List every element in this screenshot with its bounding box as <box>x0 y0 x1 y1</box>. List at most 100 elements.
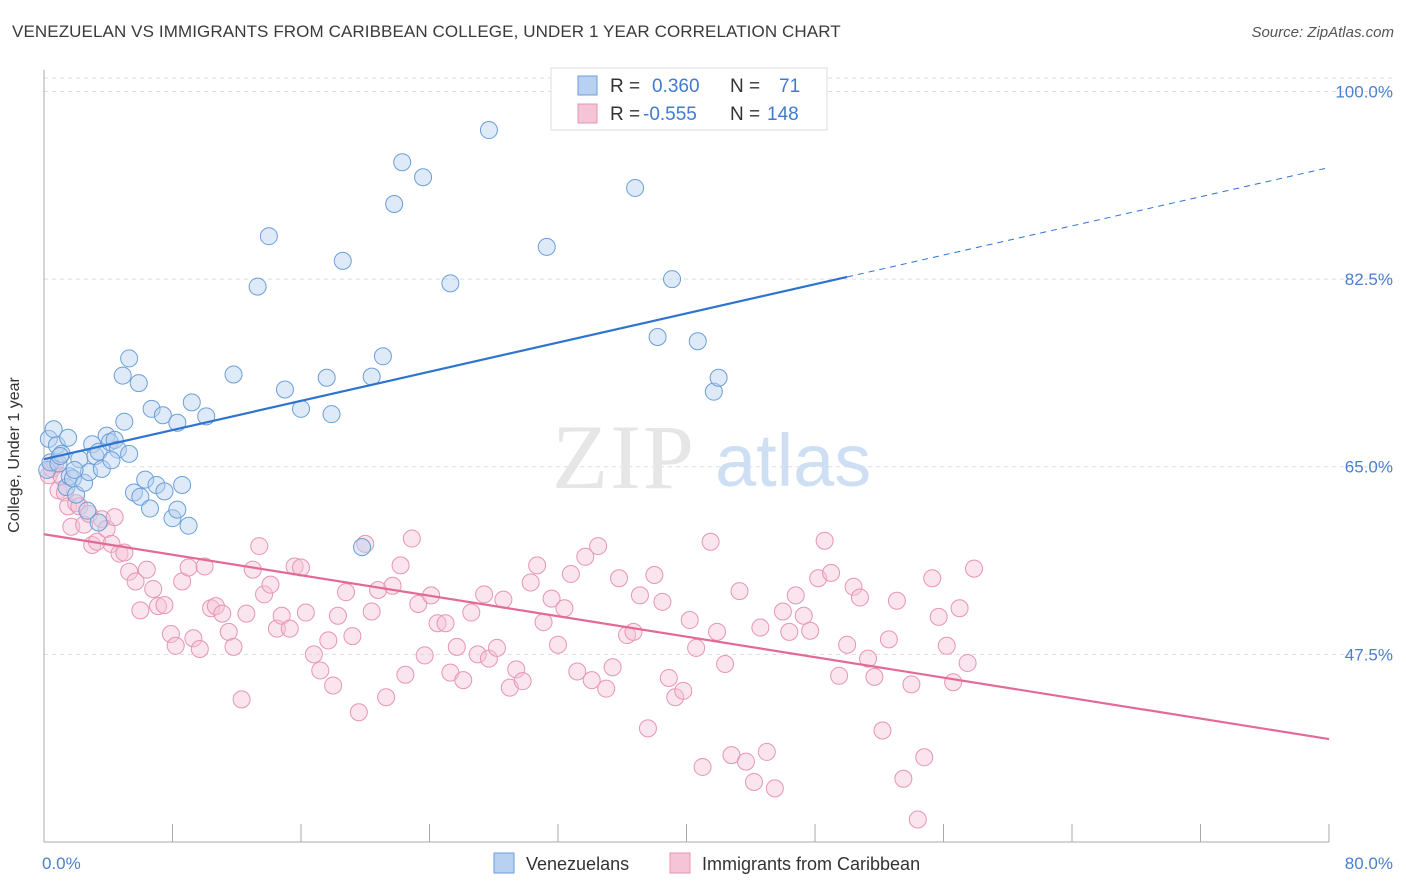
caribbean-point <box>908 810 927 829</box>
venezuelan-point <box>179 516 198 535</box>
caribbean-point <box>687 638 706 657</box>
caribbean-point <box>873 721 892 740</box>
trendlines <box>43 167 1330 741</box>
caribbean-point <box>701 532 720 551</box>
axes <box>43 70 1330 843</box>
venezuelan-point <box>141 499 160 518</box>
caribbean-point <box>396 665 415 684</box>
caribbean-point <box>475 585 494 604</box>
caribbean-point <box>336 583 355 602</box>
venezuelan-point <box>89 513 108 532</box>
caribbean-point <box>319 631 338 650</box>
caribbean-point <box>402 529 421 548</box>
caribbean-point <box>161 624 180 643</box>
x-tick-labels: 0.0% 80.0% <box>42 854 1393 873</box>
caribbean-point <box>243 560 262 579</box>
caribbean-point <box>149 597 168 616</box>
venezuelan-point <box>153 406 172 425</box>
caribbean-point <box>555 599 574 618</box>
venezuelan-point <box>113 366 132 385</box>
caribbean-point <box>447 637 466 656</box>
watermark-zip: ZIP <box>552 406 696 508</box>
caribbean-point <box>224 637 243 656</box>
venezuelan-point <box>182 393 201 412</box>
caribbean-point <box>356 534 375 553</box>
caribbean-point <box>232 690 251 709</box>
venezuelan-point <box>75 473 94 492</box>
caribbean-point <box>328 606 347 625</box>
caribbean-point <box>296 603 315 622</box>
venezuelan-point <box>537 237 556 256</box>
caribbean-point <box>780 622 799 641</box>
venezuelan-point <box>373 347 392 366</box>
caribbean-point <box>513 672 532 691</box>
y-tick-label: 65.0% <box>1345 458 1393 477</box>
watermark: ZIP atlas <box>552 406 871 508</box>
venezuelan-point <box>414 168 433 187</box>
caribbean-point <box>597 679 616 698</box>
caribbean-point <box>255 585 274 604</box>
caribbean-point <box>589 537 608 556</box>
caribbean-point <box>324 676 343 695</box>
venezuelan-point <box>115 412 134 431</box>
series-legend: Venezuelans Immigrants from Caribbean <box>493 852 920 874</box>
venezuelan-point <box>129 374 148 393</box>
legend-r-value-2: -0.555 <box>643 104 697 125</box>
caribbean-point <box>887 591 906 610</box>
caribbean-point <box>568 662 587 681</box>
series-venezuelans-points <box>38 121 728 557</box>
venezuelan-point <box>322 405 341 424</box>
caribbean-point <box>859 649 878 668</box>
legend-n-label-2: N = <box>730 104 760 125</box>
venezuelan-point <box>155 482 174 501</box>
venezuelan-point <box>663 270 682 289</box>
caribbean-point <box>902 675 921 694</box>
caribbean-point <box>765 779 784 798</box>
caribbean-point <box>950 599 969 618</box>
caribbean-point <box>137 560 156 579</box>
legend-caribbean-swatch <box>669 852 691 874</box>
caribbean-point <box>280 619 299 638</box>
caribbean-point <box>304 645 323 664</box>
caribbean-point <box>436 614 455 633</box>
venezuelan-point <box>47 436 66 455</box>
caribbean-point <box>272 606 291 625</box>
venezuelan-point <box>393 153 412 172</box>
caribbean-point <box>237 604 256 623</box>
venezuelan-point <box>704 382 723 401</box>
caribbean-point <box>879 630 898 649</box>
source-credit: Source: ZipAtlas.com <box>1251 24 1394 41</box>
x-tick-label-max: 80.0% <box>1345 854 1393 873</box>
caribbean-point <box>865 667 884 686</box>
caribbean-point <box>937 636 956 655</box>
venezuelan-point <box>385 195 404 214</box>
caribbean-point <box>184 629 203 648</box>
caribbean-point <box>659 668 678 687</box>
caribbean-point <box>415 646 434 665</box>
venezuelan-point <box>102 451 121 470</box>
caribbean-point <box>630 586 649 605</box>
caribbean-point <box>75 515 94 534</box>
venezuelan-point <box>163 509 182 528</box>
caribbean-point <box>454 671 473 690</box>
venezuelan-point <box>131 487 150 506</box>
caribbean-point <box>528 556 547 575</box>
venezuelan-point <box>353 538 372 557</box>
venezuelan-point <box>108 440 127 459</box>
caribbean-point <box>144 579 163 598</box>
venezuelan-point <box>173 475 192 494</box>
caribbean-point <box>131 601 150 620</box>
legend-venezuelans-swatch <box>493 852 515 874</box>
venezuelan-point <box>224 365 243 384</box>
caribbean-point <box>468 645 487 664</box>
y-tick-labels: 47.5% 65.0% 82.5% 100.0% <box>1335 82 1393 664</box>
caribbean-point <box>549 635 567 654</box>
caribbean-point <box>757 742 776 761</box>
caribbean-point <box>801 621 820 640</box>
caribbean-point <box>929 607 948 626</box>
caribbean-point <box>409 594 428 613</box>
legend-swatch-blue <box>577 75 598 96</box>
venezuelans-trendline-extension <box>847 167 1330 278</box>
legend-r-label-1: R = <box>610 76 640 97</box>
